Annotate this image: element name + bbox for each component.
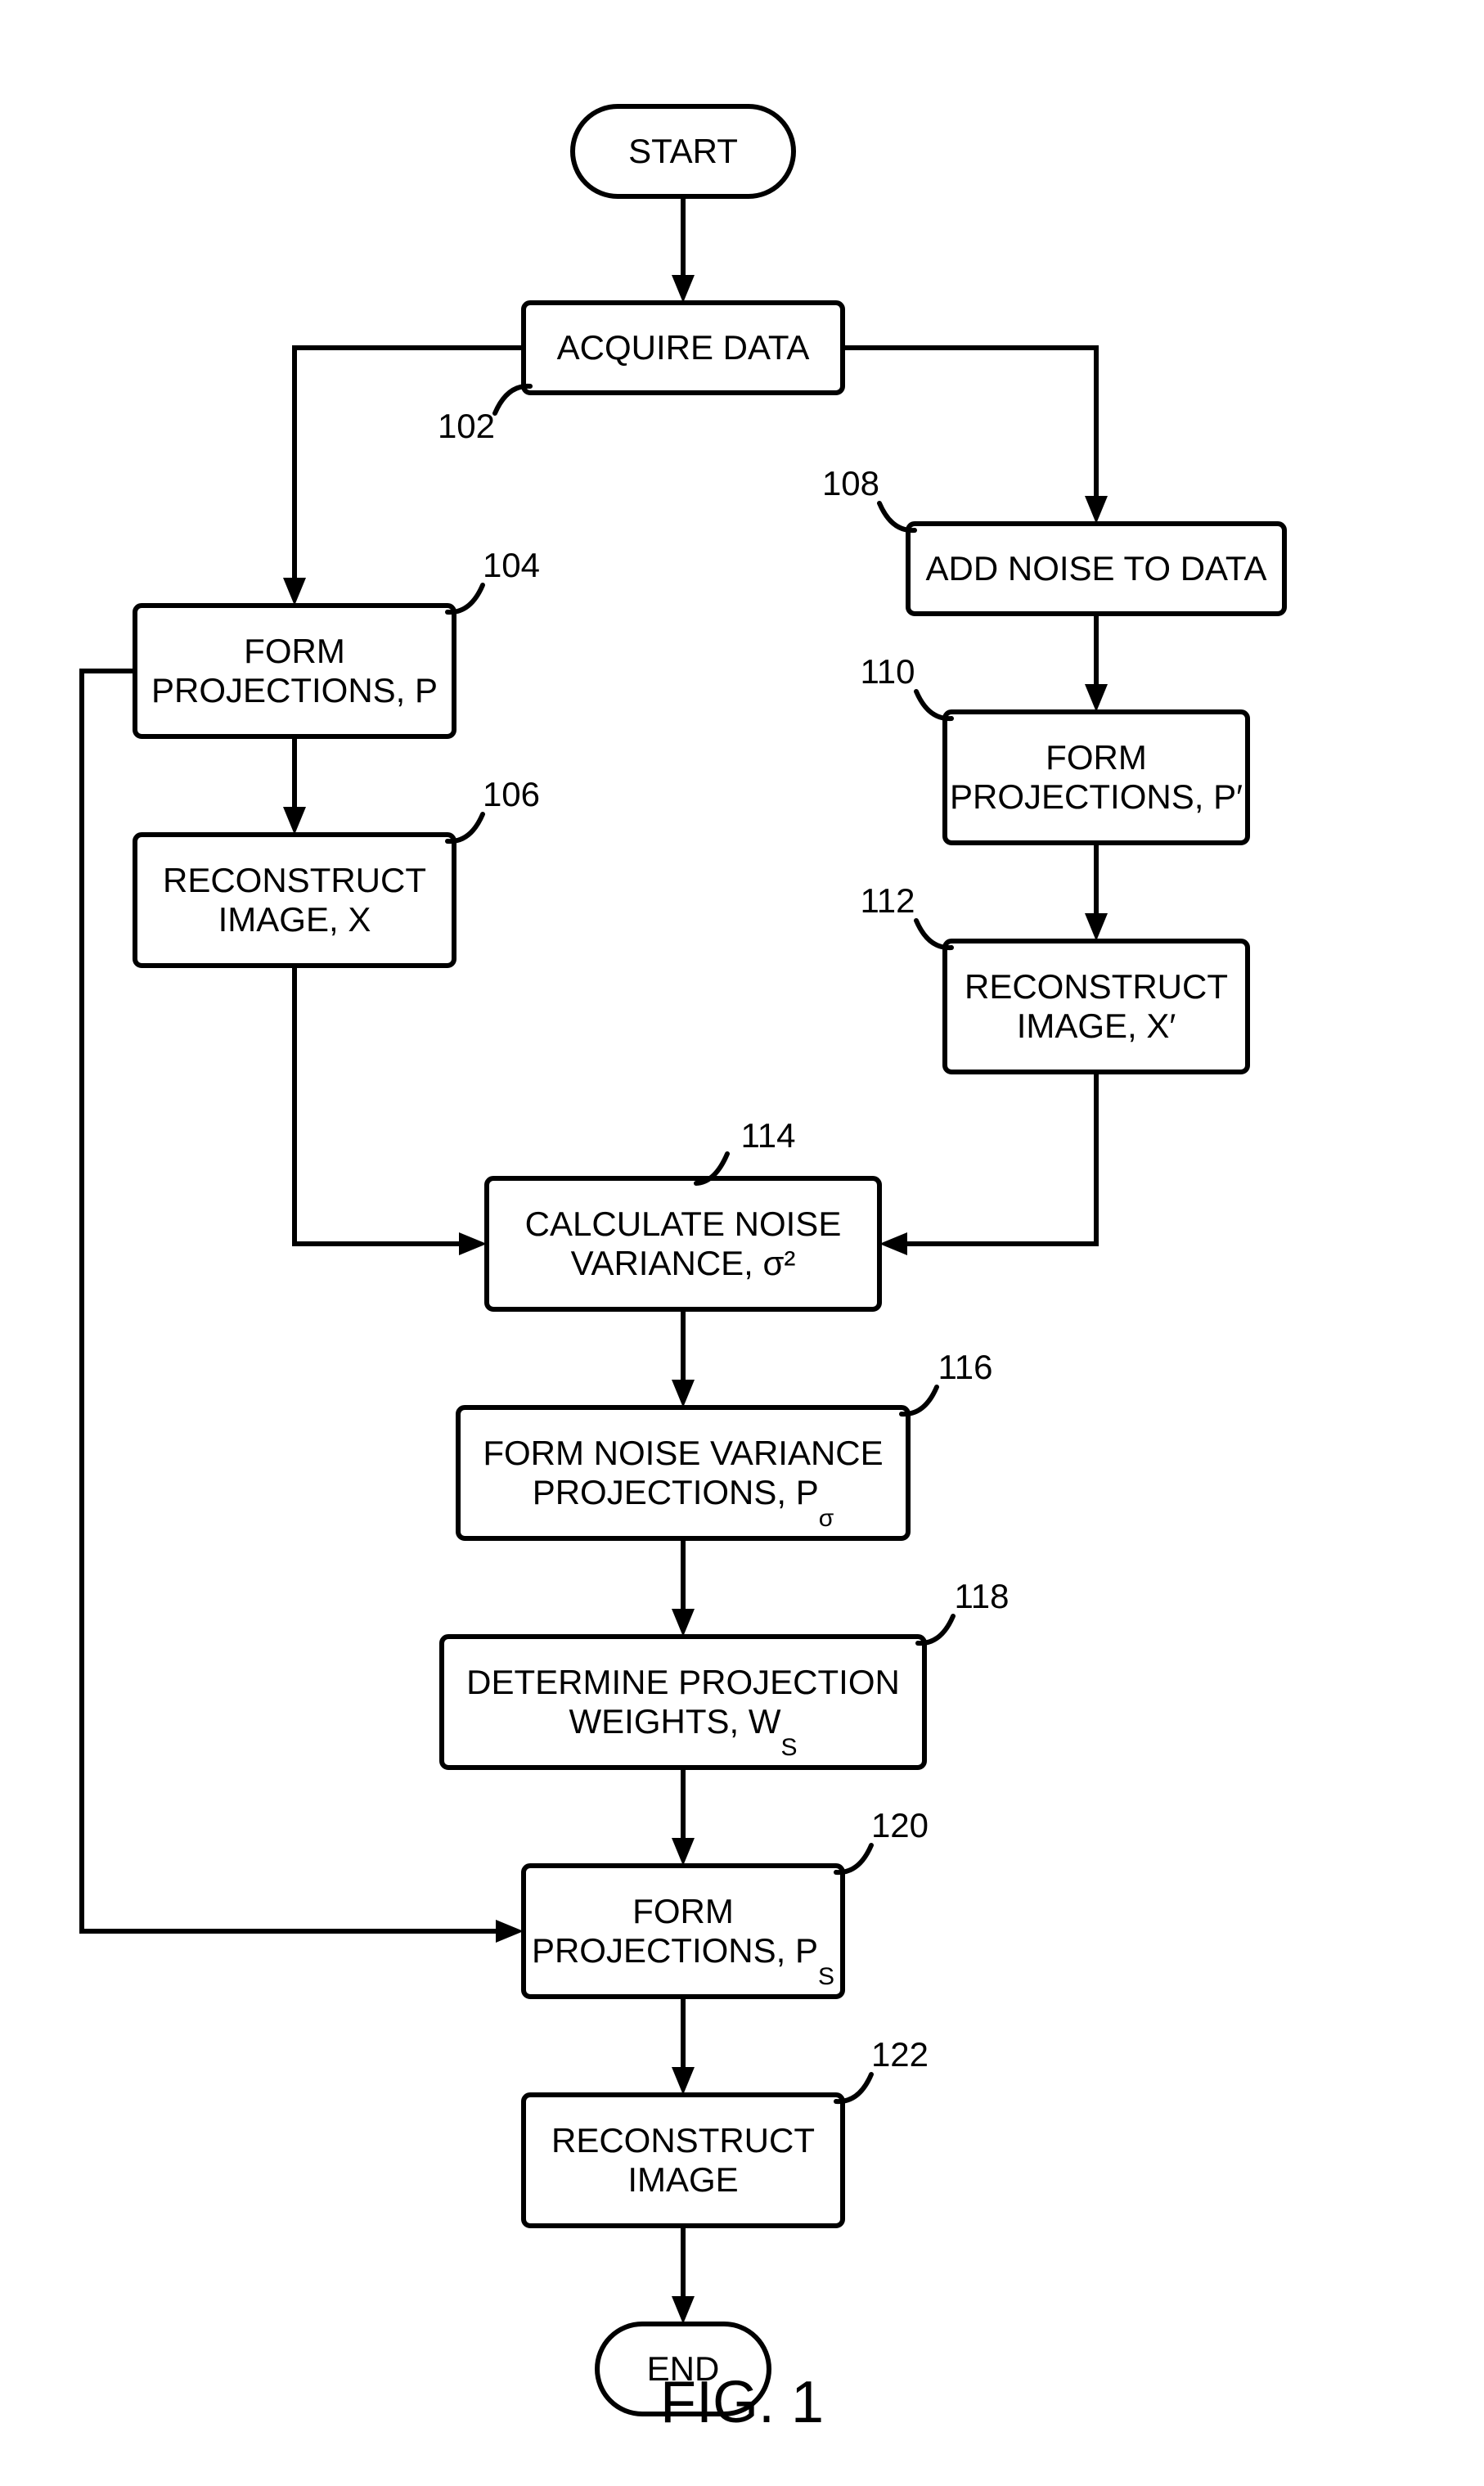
svg-text:ADD NOISE TO DATA: ADD NOISE TO DATA xyxy=(926,549,1267,588)
ref-number: 110 xyxy=(861,652,915,691)
svg-text:ACQUIRE DATA: ACQUIRE DATA xyxy=(557,328,810,367)
node-acquire: ACQUIRE DATA xyxy=(524,303,843,393)
svg-text:PROJECTIONS, P′: PROJECTIONS, P′ xyxy=(950,777,1243,816)
ref-number: 120 xyxy=(871,1806,929,1844)
svg-text:CALCULATE NOISE: CALCULATE NOISE xyxy=(525,1205,842,1243)
svg-text:FORM: FORM xyxy=(632,1892,734,1930)
ref-number: 102 xyxy=(438,407,495,445)
ref-number: 108 xyxy=(822,464,879,502)
node-addnoise: ADD NOISE TO DATA xyxy=(908,524,1284,614)
node-formPs: FORM NOISE VARIANCEPROJECTIONS, Pσ xyxy=(458,1407,908,1538)
svg-text:VARIANCE, σ²: VARIANCE, σ² xyxy=(571,1244,796,1282)
svg-text:PROJECTIONS, P: PROJECTIONS, P xyxy=(151,671,438,709)
svg-text:RECONSTRUCT: RECONSTRUCT xyxy=(551,2121,815,2159)
svg-text:RECONSTRUCT: RECONSTRUCT xyxy=(163,861,426,899)
ref-number: 104 xyxy=(483,546,540,584)
svg-text:FORM: FORM xyxy=(1046,738,1147,777)
svg-text:IMAGE: IMAGE xyxy=(627,2160,738,2199)
ref-number: 122 xyxy=(871,2035,929,2074)
svg-text:IMAGE, X: IMAGE, X xyxy=(218,900,371,939)
svg-text:FORM NOISE VARIANCE: FORM NOISE VARIANCE xyxy=(483,1434,883,1472)
node-reconImg: RECONSTRUCTIMAGE xyxy=(524,2095,843,2226)
ref-number: 106 xyxy=(483,775,540,813)
node-start: START xyxy=(573,106,794,196)
svg-text:DETERMINE PROJECTION: DETERMINE PROJECTION xyxy=(466,1663,900,1701)
node-reconX: RECONSTRUCTIMAGE, X xyxy=(135,835,454,966)
node-weights: DETERMINE PROJECTIONWEIGHTS, WS xyxy=(442,1637,924,1768)
ref-number: 118 xyxy=(955,1577,1010,1615)
node-calcvar: CALCULATE NOISEVARIANCE, σ² xyxy=(487,1178,879,1309)
flowchart-figure: STARTACQUIRE DATA102FORMPROJECTIONS, P10… xyxy=(0,0,1484,2486)
node-formPp: FORMPROJECTIONS, P′ xyxy=(945,712,1248,843)
node-reconXp: RECONSTRUCTIMAGE, X′ xyxy=(945,941,1248,1072)
figure-label: FIG. 1 xyxy=(660,2370,824,2435)
ref-number: 114 xyxy=(741,1116,796,1155)
ref-number: 116 xyxy=(938,1348,993,1386)
svg-text:FORM: FORM xyxy=(244,632,345,670)
svg-text:START: START xyxy=(628,132,738,170)
ref-number: 112 xyxy=(861,881,915,920)
svg-text:RECONSTRUCT: RECONSTRUCT xyxy=(965,967,1228,1006)
svg-text:IMAGE, X′: IMAGE, X′ xyxy=(1017,1007,1176,1045)
node-formP: FORMPROJECTIONS, P xyxy=(135,606,454,736)
node-formPS: FORMPROJECTIONS, PS xyxy=(524,1866,843,1997)
